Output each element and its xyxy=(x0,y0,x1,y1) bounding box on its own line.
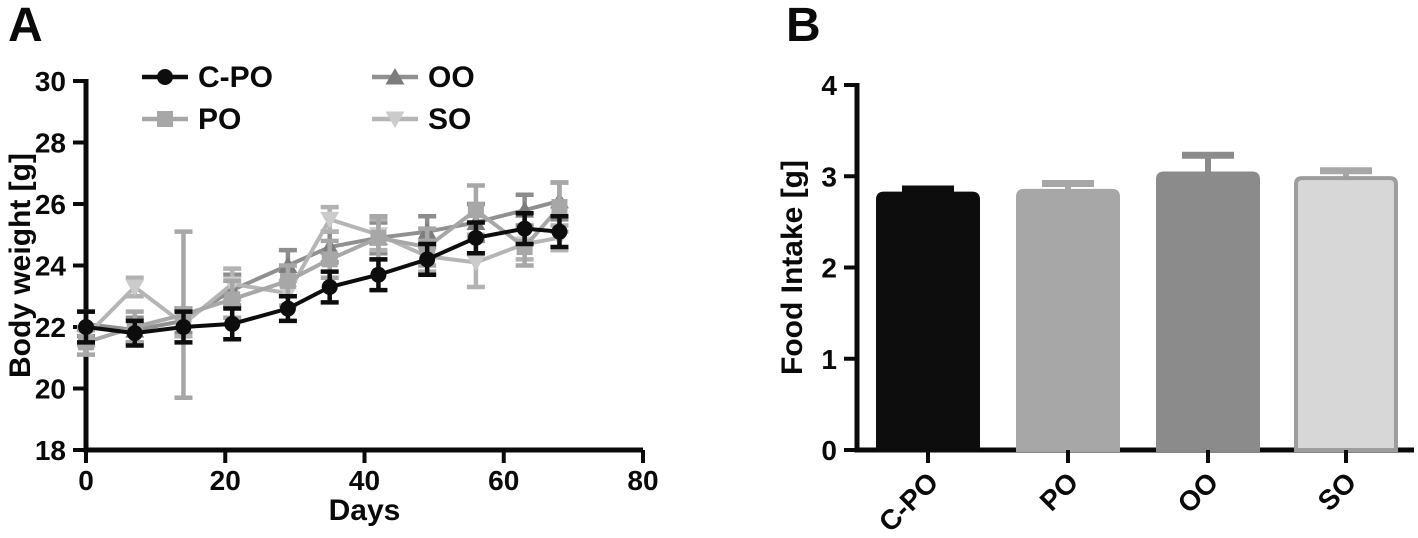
a-y-tick-label: 22 xyxy=(35,312,66,343)
b-x-category-label: OO xyxy=(1172,466,1225,519)
a-legend-item-OO: OO xyxy=(372,61,475,94)
a-legend-label: OO xyxy=(428,61,475,94)
a-marker-triangle-down xyxy=(466,254,486,272)
a-y-tick-label: 30 xyxy=(35,66,66,97)
a-marker-square xyxy=(321,251,338,268)
a-x-axis-title: Days xyxy=(329,494,401,527)
a-marker-triangle-down xyxy=(125,279,145,297)
a-marker-triangle-down xyxy=(320,211,340,229)
a-series-line xyxy=(85,226,560,336)
a-series-line xyxy=(85,205,561,345)
a-legend-marker xyxy=(385,111,405,128)
b-y-axis-title: Food Intake [g] xyxy=(780,160,809,375)
a-marker-circle xyxy=(279,300,296,317)
b-y-tick-label: 4 xyxy=(821,70,837,101)
panel-b-letter: B xyxy=(786,0,821,52)
a-marker-square xyxy=(551,199,568,216)
a-legend-label: PO xyxy=(198,103,241,136)
a-marker-square xyxy=(370,229,387,246)
a-legend-item-SO: SO xyxy=(372,103,471,136)
a-x-tick-label: 20 xyxy=(210,465,241,496)
b-y-tick-label: 0 xyxy=(821,435,837,466)
a-marker-circle xyxy=(321,279,338,296)
a-marker-circle xyxy=(467,229,484,246)
a-marker-circle xyxy=(419,251,436,268)
a-axes: 18 20 22 24 26 28 30 0 20 40 60 80 xyxy=(35,66,659,496)
a-y-tick-label: 18 xyxy=(35,435,66,466)
a-marker-circle xyxy=(78,319,94,335)
b-bar-group-PO: PO xyxy=(1016,180,1120,517)
a-series-C-PO xyxy=(77,210,569,348)
a-y-tick-label: 28 xyxy=(35,128,66,159)
a-x-tick-label: 60 xyxy=(488,465,519,496)
b-x-category-label: PO xyxy=(1034,466,1085,517)
b-x-category-label: SO xyxy=(1312,466,1363,517)
a-legend-item-C-PO: C-PO xyxy=(142,61,273,94)
b-y-tick-label: 1 xyxy=(821,344,837,375)
a-x-tick-label: 0 xyxy=(78,465,94,496)
a-y-tick-label: 20 xyxy=(35,374,66,405)
a-legend-item-PO: PO xyxy=(142,103,241,136)
b-x-category-label: C-PO xyxy=(873,466,944,537)
b-bar xyxy=(1016,188,1120,452)
a-x-tick-label: 80 xyxy=(627,465,658,496)
a-y-tick-label: 26 xyxy=(35,189,66,220)
a-marker-circle xyxy=(126,325,143,342)
a-legend-label: SO xyxy=(428,103,471,136)
a-legend-marker xyxy=(157,111,173,127)
a-marker-square xyxy=(224,291,241,308)
a-legend-marker xyxy=(157,69,173,85)
a-x-tick-label: 40 xyxy=(349,465,380,496)
a-y-tick-label: 24 xyxy=(35,251,67,282)
b-bar-group-OO: OO xyxy=(1156,151,1260,519)
panel-a-letter: A xyxy=(8,0,43,52)
b-bar xyxy=(1294,176,1398,452)
b-y-tick-label: 2 xyxy=(821,253,837,284)
b-bar-group-C-PO: C-PO xyxy=(873,185,980,538)
a-marker-square xyxy=(279,272,296,289)
a-marker-circle xyxy=(370,266,387,283)
a-legend-marker xyxy=(385,68,405,85)
a-marker-square xyxy=(467,202,484,219)
b-y-tick-label: 3 xyxy=(821,161,837,192)
a-y-axis-title: Body weight [g] xyxy=(4,153,37,378)
a-legend: C-PO PO OO SO xyxy=(142,61,475,136)
b-bar xyxy=(1156,171,1260,452)
a-marker-circle xyxy=(516,220,533,237)
a-marker-circle xyxy=(175,319,192,335)
b-bar-group-SO: SO xyxy=(1294,167,1398,517)
body-weight-line-chart: 18 20 22 24 26 28 30 0 20 40 60 80 Days Body weight [… xyxy=(4,61,659,527)
a-marker-circle xyxy=(551,223,568,240)
food-intake-bar-chart: 0 1 2 3 4 Food Intake [g] C-PO PO OO SO xyxy=(780,70,1414,538)
a-marker-circle xyxy=(224,315,241,332)
b-bar xyxy=(876,191,980,452)
a-legend-label: C-PO xyxy=(198,61,273,94)
